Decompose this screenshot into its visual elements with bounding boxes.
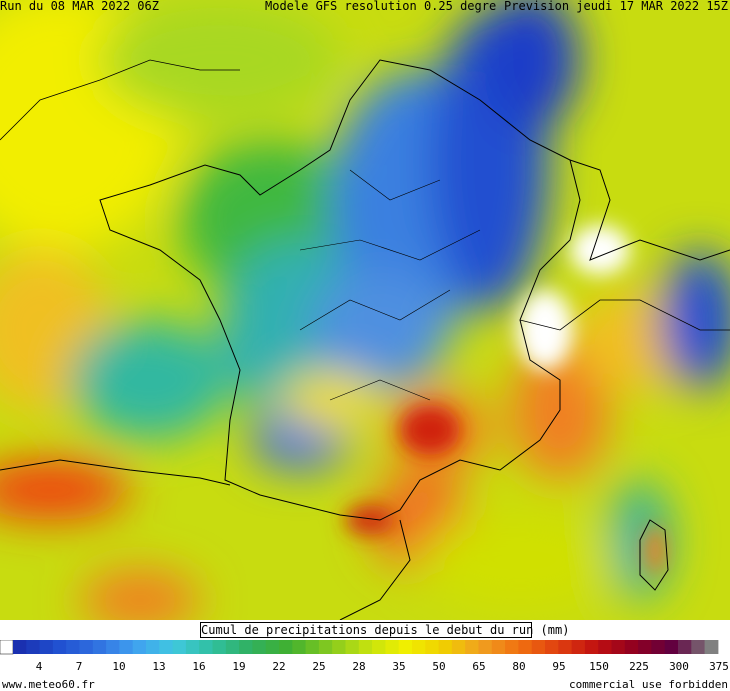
scale-tick-label: 4	[35, 660, 43, 673]
scale-segment	[704, 640, 719, 654]
scale-segment	[372, 640, 386, 654]
scale-segment	[558, 640, 573, 654]
scale-tick-label: 7	[75, 660, 83, 673]
scale-tick-label: 22	[272, 660, 286, 673]
scale-segment	[172, 640, 187, 654]
scale-segment	[465, 640, 479, 654]
scale-segment	[691, 640, 706, 654]
scale-segment	[26, 640, 41, 654]
scale-segment	[425, 640, 440, 654]
scale-segment	[185, 640, 200, 654]
scale-tick-label: 300	[669, 660, 689, 673]
scale-segment	[438, 640, 453, 654]
scale-segment	[106, 640, 120, 654]
scale-tick-label: 225	[629, 660, 649, 673]
scale-segment	[358, 640, 373, 654]
scale-tick-label: 80	[512, 660, 526, 673]
scale-segment	[491, 640, 506, 654]
model-label: Modele GFS resolution 0.25 degre	[265, 0, 497, 13]
scale-segment	[159, 640, 174, 654]
site-label: www.meteo60.fr	[2, 678, 95, 691]
scale-segment	[318, 640, 333, 654]
scale-segment	[199, 640, 213, 654]
scale-segment	[239, 640, 253, 654]
scale-segment	[678, 640, 692, 654]
scale-segment	[451, 640, 466, 654]
run-label: Run du 08 MAR 2022 06Z	[0, 0, 159, 13]
scale-segment	[132, 640, 147, 654]
scale-segment	[651, 640, 666, 654]
scale-segment	[265, 640, 280, 654]
legend-title: Cumul de precipitations depuis le debut …	[200, 622, 570, 638]
scale-tick-label: 35	[392, 660, 406, 673]
scale-segment	[39, 640, 54, 654]
precipitation-map	[0, 0, 730, 620]
scale-segment	[505, 640, 519, 654]
scale-segment	[624, 640, 639, 654]
scale-tick-label: 375	[709, 660, 729, 673]
scale-segment	[0, 640, 14, 655]
scale-tick-label: 150	[589, 660, 609, 673]
scale-segment	[52, 640, 67, 654]
scale-segment	[119, 640, 134, 654]
scale-segment	[398, 640, 413, 654]
scale-segment	[212, 640, 227, 654]
scale-segment	[598, 640, 612, 654]
scale-tick-label: 10	[112, 660, 126, 673]
scale-segment	[13, 640, 27, 654]
copyright-label: commercial use forbidden	[569, 678, 728, 691]
scale-segment	[545, 640, 559, 654]
forecast-label: Prevision jeudi 17 MAR 2022 15Z	[504, 0, 728, 13]
scale-tick-label: 65	[472, 660, 486, 673]
scale-segment	[146, 640, 160, 654]
scale-segment	[332, 640, 346, 654]
scale-tick-label: 19	[232, 660, 246, 673]
scale-tick-label: 25	[312, 660, 326, 673]
scale-tick-label: 28	[352, 660, 366, 673]
scale-segment	[92, 640, 107, 654]
scale-tick-label: 95	[552, 660, 566, 673]
scale-segment	[79, 640, 94, 654]
scale-segment	[664, 640, 679, 654]
scale-segment	[345, 640, 360, 654]
scale-segment	[412, 640, 426, 654]
scale-segment	[66, 640, 80, 654]
scale-segment	[292, 640, 307, 654]
scale-segment	[611, 640, 626, 654]
scale-segment	[478, 640, 493, 654]
scale-segment	[638, 640, 652, 654]
scale-segment	[252, 640, 267, 654]
scale-tick-label: 50	[432, 660, 446, 673]
scale-segment	[518, 640, 533, 654]
scale-tick-label: 16	[192, 660, 206, 673]
scale-segment	[584, 640, 599, 654]
scale-segment	[531, 640, 546, 654]
scale-segment	[385, 640, 400, 654]
scale-segment	[279, 640, 293, 654]
scale-tick-label: 13	[152, 660, 166, 673]
color-scale	[0, 640, 719, 655]
scale-segment	[305, 640, 320, 654]
scale-segment	[571, 640, 586, 654]
scale-segment	[225, 640, 240, 654]
